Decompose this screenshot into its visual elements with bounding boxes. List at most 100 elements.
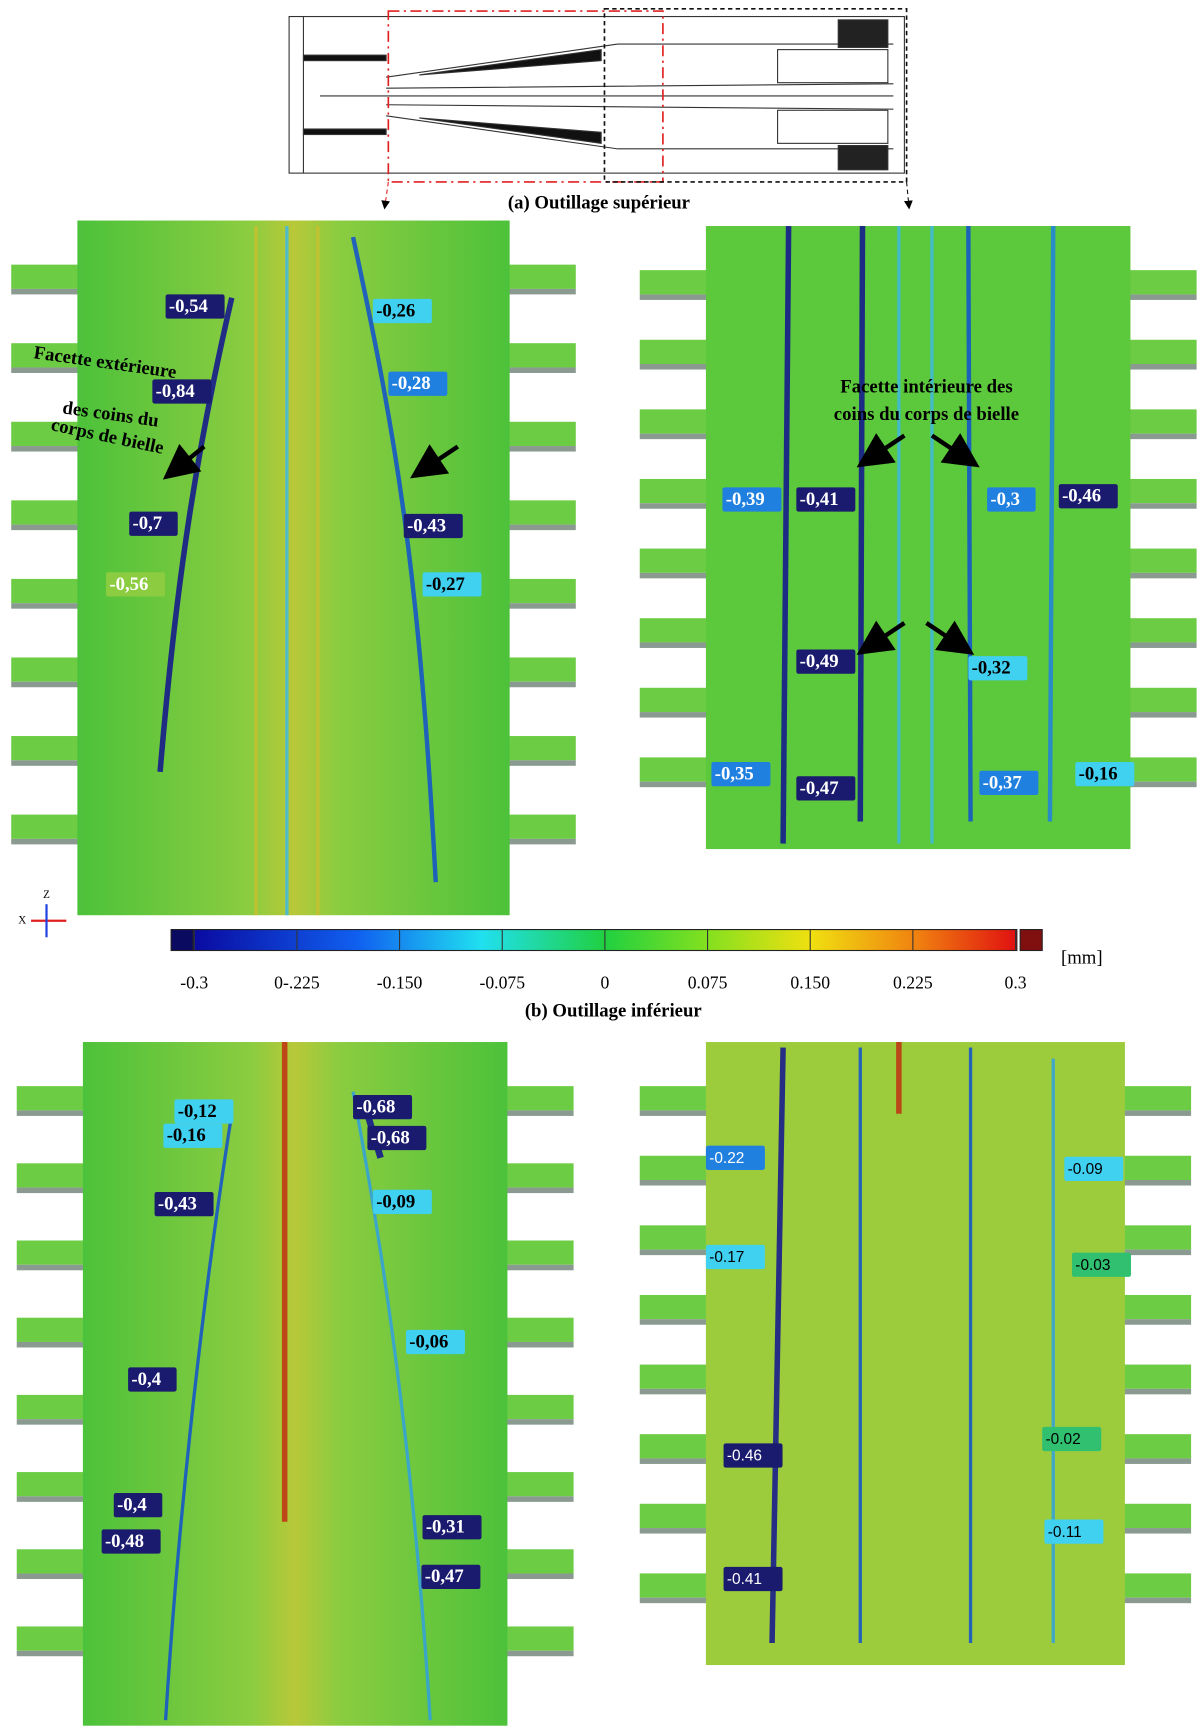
deviation-label: -0,4 — [131, 1369, 161, 1390]
streak — [163, 1113, 234, 1721]
deviation-label: -0,41 — [800, 489, 839, 510]
label-bg — [165, 294, 225, 319]
label-bg — [388, 371, 448, 396]
colorbar-ticks: -0.3 0-.225 -0.150 -0.075 0 0.075 0.150 0.225 0.… — [180, 929, 1027, 993]
label-bg — [1042, 1426, 1102, 1452]
tick-label: 0.075 — [688, 973, 728, 993]
plate — [77, 220, 510, 916]
deviation-label: -0,68 — [371, 1127, 410, 1148]
annotation: Facette intérieure des — [840, 376, 1012, 397]
deviation-map — [639, 1042, 1192, 1666]
deviation-label: -0,56 — [109, 574, 148, 595]
label-bg — [968, 656, 1028, 681]
label-bg — [723, 1443, 783, 1468]
colorbar — [170, 929, 1043, 952]
label-bg — [1064, 1156, 1124, 1181]
label-bg — [711, 761, 771, 787]
streak — [157, 297, 235, 773]
deviation-label: -0,54 — [169, 296, 209, 317]
caption: (b) Outillage inférieur — [525, 1001, 702, 1022]
label-bg — [174, 1099, 234, 1124]
streak — [966, 226, 973, 822]
label-bg — [705, 1145, 765, 1170]
label-bg — [353, 1094, 413, 1120]
deviation-map — [11, 220, 576, 916]
label-bg — [113, 1493, 163, 1518]
deviation-label: -0,26 — [376, 300, 415, 321]
deviation-label: -0,7 — [133, 513, 163, 534]
label-bg — [405, 1329, 465, 1355]
axis-z: Z — [43, 889, 50, 901]
deviation-label: -0,4 — [117, 1495, 147, 1516]
plate — [705, 226, 1131, 850]
arrow — [410, 444, 460, 479]
label-bg — [796, 649, 856, 674]
deviation-label: -0,28 — [392, 373, 431, 394]
tick-label: -0.075 — [479, 973, 525, 993]
deviation-label: -0,84 — [156, 381, 196, 402]
deviation-label: -0,32 — [972, 658, 1011, 679]
label-bg — [1075, 761, 1135, 787]
deviation-map — [639, 226, 1197, 850]
deviation-label: -0,3 — [990, 489, 1020, 510]
label-bg — [422, 1515, 482, 1540]
label-bg — [987, 487, 1036, 512]
deviation-label: -0,06 — [409, 1331, 448, 1352]
label-bg — [422, 572, 482, 597]
deviation-map — [16, 1042, 574, 1726]
deviation-label: -0,16 — [1079, 763, 1118, 784]
deviation-label: -0,37 — [983, 772, 1022, 793]
label-bg — [129, 511, 178, 536]
tick-label: 0.3 — [1005, 973, 1027, 993]
tick-label: -0.3 — [180, 973, 208, 993]
deviation-label: -0,47 — [800, 778, 839, 799]
label-bg — [372, 1189, 432, 1215]
streak — [780, 226, 792, 844]
label-bg — [101, 1529, 161, 1554]
unit: [mm] — [1061, 948, 1103, 969]
tick-label: -0.150 — [377, 973, 423, 993]
deviation-label: -0,46 — [1062, 486, 1101, 507]
schematic — [288, 7, 913, 210]
deviation-label: -0,39 — [726, 489, 765, 510]
label-bg — [403, 513, 463, 539]
deviation-label: -0,12 — [178, 1101, 217, 1122]
arrow — [856, 620, 906, 655]
streak — [351, 1091, 432, 1721]
streak — [857, 226, 866, 822]
label-bg — [106, 572, 166, 597]
label-bg — [723, 1566, 783, 1592]
deviation-label: -0.22 — [709, 1150, 744, 1167]
annotation: coins du corps de bielle — [834, 404, 1019, 425]
axis-x: X — [18, 914, 26, 926]
label-bg — [154, 1191, 214, 1217]
arrow — [930, 433, 980, 468]
label-bg — [1044, 1519, 1104, 1544]
label-bg — [979, 770, 1039, 796]
label-bg — [163, 1123, 223, 1148]
label-bg — [1058, 484, 1118, 509]
tick-label: 0.225 — [893, 973, 933, 993]
deviation-label: -0.03 — [1075, 1257, 1110, 1274]
deviation-label: -0,49 — [800, 651, 839, 672]
deviation-label: -0,27 — [426, 574, 465, 595]
deviation-label: -0,09 — [376, 1191, 415, 1212]
deviation-label: -0,16 — [167, 1125, 206, 1146]
label-bg — [372, 298, 432, 324]
tick-label: 0 — [600, 973, 609, 993]
label-bg — [796, 776, 856, 801]
streak — [1047, 226, 1056, 822]
label-bg — [152, 379, 212, 404]
deviation-label: -0,43 — [158, 1194, 197, 1215]
deviation-label: -0,43 — [407, 515, 446, 536]
label-bg — [128, 1367, 177, 1392]
label-bg — [421, 1564, 481, 1589]
deviation-label: -0,31 — [426, 1517, 465, 1538]
label-bg — [796, 487, 856, 512]
deviation-label: -0.17 — [709, 1249, 744, 1266]
arrow — [925, 620, 975, 655]
label-bg — [1071, 1252, 1131, 1277]
